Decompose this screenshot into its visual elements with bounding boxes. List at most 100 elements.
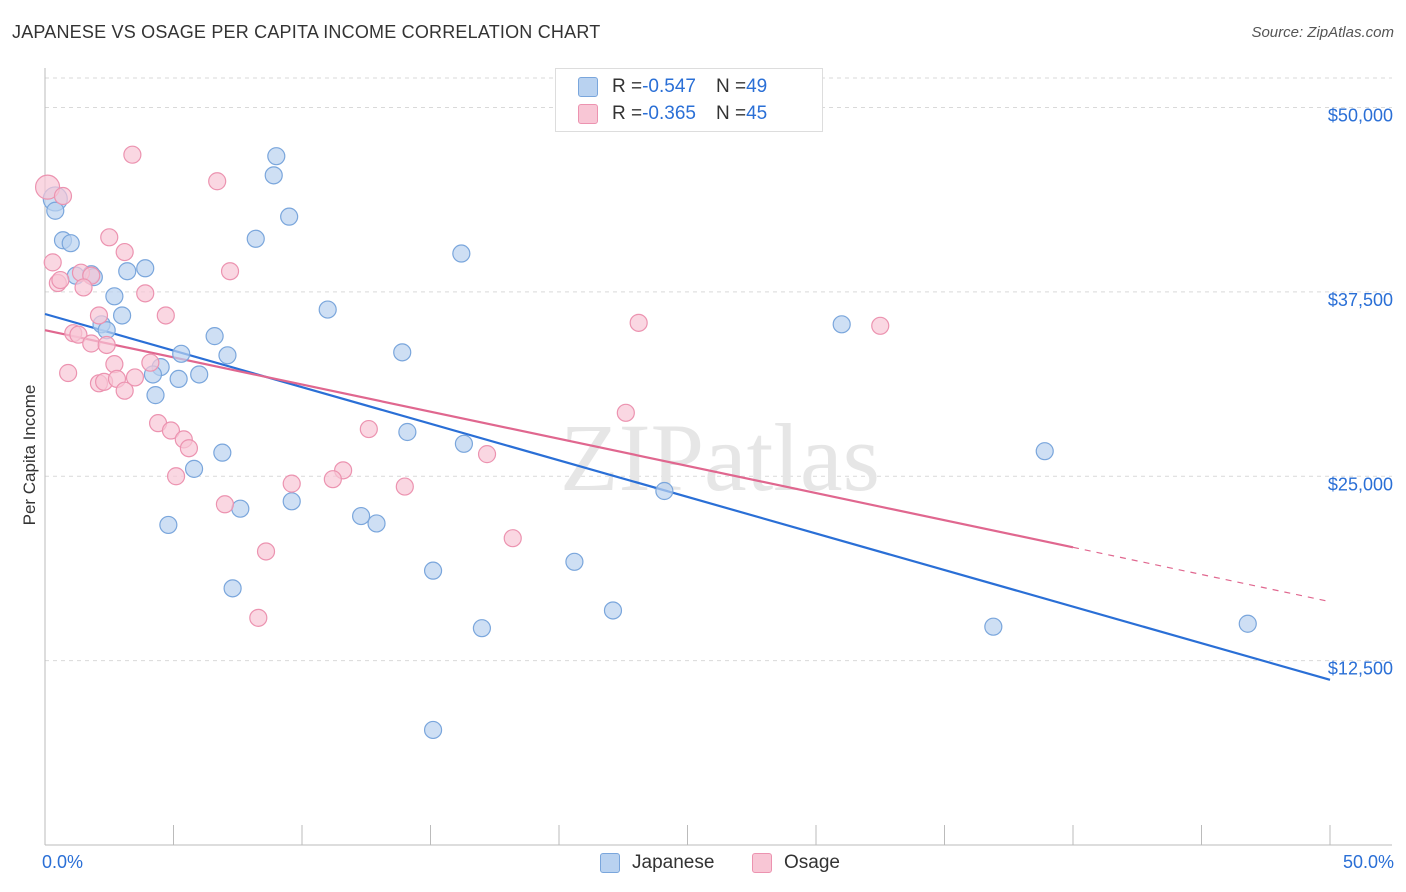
legend-row-japanese: R = -0.547 N = 49 — [578, 74, 767, 100]
japanese-point — [231, 499, 250, 518]
osage-point — [89, 306, 109, 325]
japanese-point — [112, 306, 132, 325]
legend-n-label: N = — [715, 103, 747, 124]
legend-r-value: -0.547 — [642, 76, 696, 97]
watermark: ZIPatlas — [560, 404, 880, 511]
japanese-swatch — [578, 77, 598, 97]
japanese-point — [1238, 614, 1257, 633]
osage-point — [105, 355, 124, 374]
osage-point — [97, 335, 116, 355]
japanese-point — [984, 617, 1003, 636]
osage-point — [323, 470, 342, 489]
osage-point — [34, 174, 61, 200]
japanese-point — [318, 300, 337, 319]
japanese-point — [832, 315, 851, 334]
correlation-legend: R = -0.547 N = 49 R = -0.365 N = 45 — [555, 68, 823, 132]
legend-n-value: 45 — [746, 103, 768, 124]
osage-point — [220, 262, 240, 281]
osage-point — [141, 353, 160, 372]
japanese-point — [159, 515, 178, 535]
japanese-point — [190, 365, 209, 384]
osage-point — [123, 145, 142, 164]
osage-point — [43, 253, 62, 272]
japanese-point — [393, 343, 412, 362]
osage-swatch — [578, 104, 598, 124]
chart-source: Source: ZipAtlas.com — [1251, 24, 1394, 41]
legend-r-label: R = — [612, 103, 643, 124]
legend-r-label: R = — [612, 76, 643, 97]
japanese-point — [136, 259, 155, 278]
osage-point — [53, 186, 73, 206]
japanese-point — [264, 166, 283, 185]
japanese-point — [452, 244, 471, 263]
legend-n-label: N = — [715, 76, 747, 97]
japanese-point — [1035, 442, 1054, 461]
japanese-point — [454, 434, 474, 453]
japanese-point — [565, 552, 584, 571]
japanese-point — [282, 492, 301, 511]
y-tick-label: $25,000 — [1328, 474, 1393, 494]
japanese-point — [352, 506, 371, 526]
y-axis-label: Per Capita Income — [20, 384, 39, 526]
data-points — [34, 145, 1257, 740]
legend-label-osage: Osage — [784, 852, 840, 873]
osage-point — [59, 363, 78, 383]
osage-point — [395, 477, 414, 496]
trend-lines — [44, 312, 1331, 681]
grid-lines — [45, 77, 1392, 662]
legend-r-value: -0.365 — [642, 103, 696, 124]
japanese-point — [105, 287, 124, 306]
legend-item-osage[interactable]: Osage — [752, 852, 840, 874]
chart-title: JAPANESE VS OSAGE PER CAPITA INCOME CORR… — [12, 22, 601, 42]
japanese-swatch — [600, 853, 620, 873]
y-tick-label: $37,500 — [1328, 290, 1393, 310]
trend-line-extension-osage — [1072, 546, 1331, 603]
osage-point — [161, 421, 181, 440]
osage-point — [179, 439, 199, 458]
japanese-point — [218, 346, 237, 365]
osage-point — [215, 495, 234, 514]
japanese-point — [398, 422, 417, 442]
legend-n-value: 49 — [746, 76, 768, 97]
osage-point — [616, 403, 635, 422]
japanese-point — [655, 481, 674, 501]
japanese-point — [172, 344, 191, 363]
osage-point — [74, 278, 93, 297]
osage-point — [115, 242, 134, 262]
osage-point — [871, 316, 890, 335]
osage-swatch — [752, 853, 772, 873]
japanese-point — [61, 234, 80, 253]
osage-point — [51, 270, 70, 290]
japanese-point — [267, 147, 286, 166]
osage-point — [359, 419, 378, 439]
osage-point — [166, 467, 186, 486]
series-legend: Japanese Osage — [0, 852, 1406, 878]
osage-point — [82, 334, 101, 353]
trend-line-osage — [44, 329, 1074, 549]
japanese-point — [423, 720, 443, 740]
osage-point — [115, 381, 134, 400]
osage-point — [100, 228, 119, 247]
osage-point — [503, 529, 522, 548]
japanese-point — [367, 514, 386, 533]
japanese-point — [280, 207, 299, 226]
japanese-point — [246, 229, 265, 248]
y-tick-label: $50,000 — [1328, 106, 1393, 126]
japanese-point — [205, 327, 224, 346]
japanese-point — [472, 619, 491, 638]
osage-point — [69, 325, 88, 344]
y-tick-label: $12,500 — [1328, 659, 1393, 679]
japanese-point — [46, 201, 65, 220]
osage-point — [208, 172, 227, 191]
japanese-point — [223, 579, 242, 598]
osage-point — [477, 445, 497, 464]
trend-line-japanese — [44, 312, 1331, 681]
japanese-point — [213, 443, 232, 462]
japanese-point — [118, 262, 137, 281]
japanese-point — [169, 369, 188, 388]
japanese-point — [423, 561, 443, 580]
x-tick-label-max: 50.0% — [1342, 852, 1394, 872]
legend-item-japanese[interactable]: Japanese — [600, 852, 714, 874]
osage-point — [136, 284, 155, 303]
legend-label-japanese: Japanese — [632, 852, 715, 873]
